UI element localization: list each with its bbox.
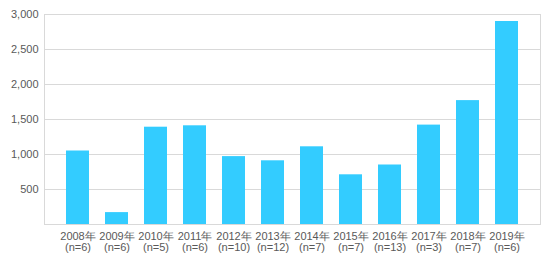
svg-text:2009年(n=6): 2009年(n=6) — [99, 230, 134, 253]
svg-text:2,500: 2,500 — [11, 43, 39, 55]
svg-text:3,000: 3,000 — [11, 8, 39, 20]
svg-text:2017年(n=3): 2017年(n=3) — [411, 230, 446, 253]
svg-text:1,000: 1,000 — [11, 148, 39, 160]
svg-text:2018年(n=7): 2018年(n=7) — [450, 230, 485, 253]
svg-text:1,500: 1,500 — [11, 113, 39, 125]
svg-text:2012年(n=10): 2012年(n=10) — [216, 230, 251, 253]
svg-text:2013年(n=12): 2013年(n=12) — [255, 230, 290, 253]
svg-text:500: 500 — [20, 183, 38, 195]
svg-text:2008年(n=6): 2008年(n=6) — [60, 230, 95, 253]
svg-text:2010年(n=5): 2010年(n=5) — [138, 230, 173, 253]
svg-text:2014年(n=7): 2014年(n=7) — [294, 230, 329, 253]
svg-text:2011年(n=6): 2011年(n=6) — [178, 230, 213, 253]
svg-text:2015年(n=7): 2015年(n=7) — [333, 230, 368, 253]
svg-text:2,000: 2,000 — [11, 78, 39, 90]
svg-text:2016年(n=13): 2016年(n=13) — [372, 230, 407, 253]
svg-text:2019年(n=6): 2019年(n=6) — [489, 230, 524, 253]
